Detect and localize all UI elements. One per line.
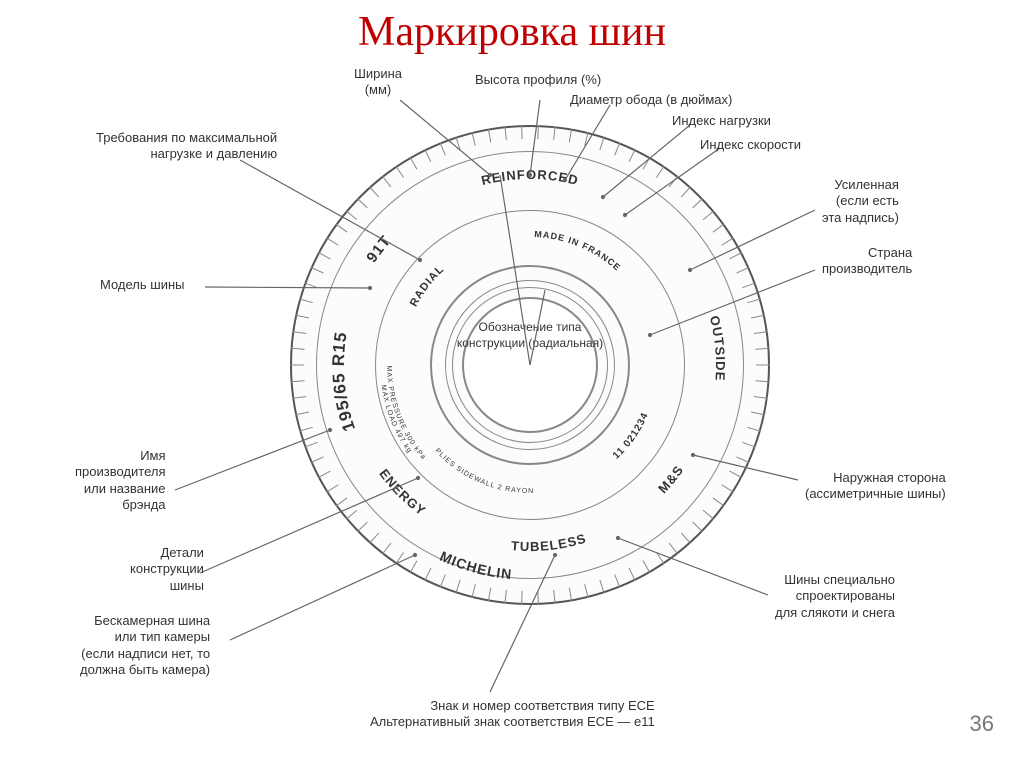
callout-loadpress: Требования по максимальной нагрузке и да…	[96, 130, 277, 163]
callout-reinforced_l: Усиленная (если есть эта надпись)	[822, 177, 899, 226]
callout-load_index: Индекс нагрузки	[672, 113, 771, 129]
callout-construction: Детали конструкции шины	[130, 545, 204, 594]
callout-outside_l: Наружная сторона (ассиметричные шины)	[805, 470, 946, 503]
callout-width: Ширина (мм)	[318, 66, 438, 99]
callout-ece: Знак и номер соответствия типу ECE Альте…	[370, 698, 655, 731]
center-label-text: Обозначение типа конструкции (радиальная…	[457, 320, 603, 350]
callout-tubeless_l: Бескамерная шина или тип камеры (если на…	[80, 613, 210, 678]
callout-profile: Высота профиля (%)	[475, 72, 601, 88]
callout-rim: Диаметр обода (в дюймах)	[570, 92, 732, 108]
callout-model: Модель шины	[100, 277, 185, 293]
center-label: Обозначение типа конструкции (радиальная…	[455, 320, 605, 351]
callout-ms_l: Шины специально спроектированы для сляко…	[775, 572, 895, 621]
callout-brand: Имя производителя или название брэнда	[75, 448, 166, 513]
callout-speed_index: Индекс скорости	[700, 137, 801, 153]
page-title: Маркировка шин	[358, 8, 666, 56]
tire-diagram: 195/65 R1591TREINFORCEDOUTSIDEM&STUBELES…	[290, 125, 770, 605]
callout-country: Страна производитель	[822, 245, 912, 278]
tire-hub	[462, 297, 598, 433]
page-number: 36	[970, 711, 994, 737]
